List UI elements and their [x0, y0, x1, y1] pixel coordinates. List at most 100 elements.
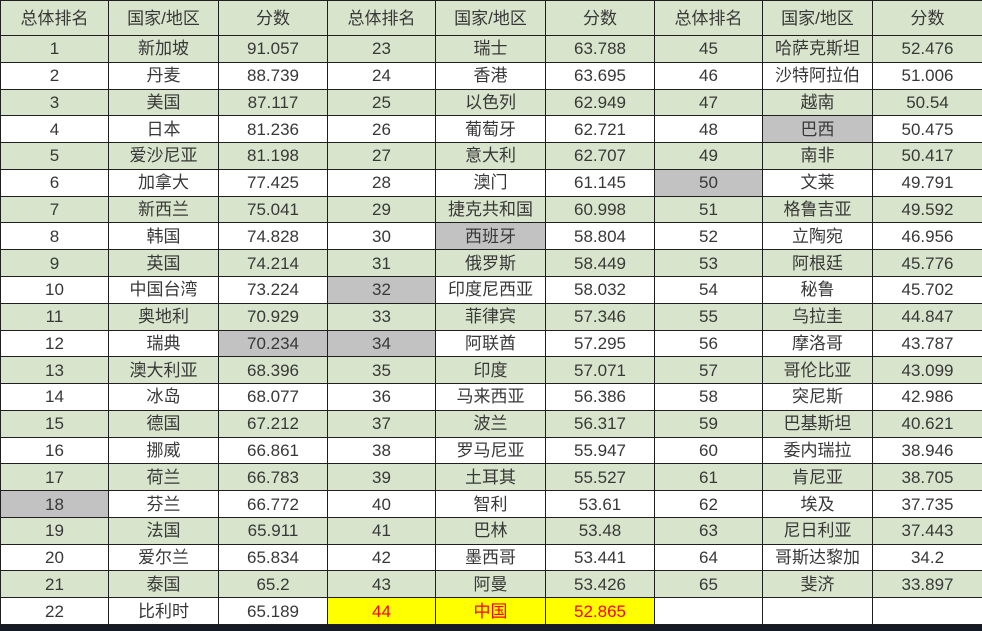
column-header[interactable]: 国家/地区 [763, 1, 873, 36]
rank-cell[interactable]: 58 [655, 384, 763, 411]
country-cell[interactable]: 土耳其 [436, 464, 546, 492]
score-cell[interactable]: 65.911 [219, 517, 328, 545]
rank-cell[interactable]: 53 [655, 250, 763, 277]
country-cell[interactable]: 意大利 [436, 143, 546, 170]
rank-cell[interactable]: 18 [1, 491, 109, 518]
score-cell[interactable]: 63.788 [546, 36, 655, 63]
country-cell[interactable]: 英国 [109, 250, 219, 277]
country-cell[interactable]: 秘鲁 [763, 276, 873, 304]
rank-cell[interactable]: 34 [328, 330, 436, 358]
rank-cell[interactable]: 40 [328, 491, 436, 518]
country-cell[interactable]: 新加坡 [109, 36, 219, 63]
score-cell[interactable]: 46.956 [873, 223, 982, 251]
country-cell[interactable]: 德国 [109, 410, 219, 438]
score-cell[interactable]: 62.707 [546, 143, 655, 170]
score-cell[interactable]: 62.721 [546, 116, 655, 144]
rank-cell[interactable]: 56 [655, 330, 763, 358]
rank-cell[interactable]: 19 [1, 517, 109, 545]
rank-cell[interactable]: 9 [1, 250, 109, 277]
score-cell[interactable]: 74.828 [219, 223, 328, 251]
rank-cell[interactable]: 3 [1, 89, 109, 117]
score-cell[interactable]: 57.071 [546, 357, 655, 385]
country-cell[interactable]: 以色列 [436, 89, 546, 117]
country-cell[interactable]: 马来西亚 [436, 384, 546, 411]
score-cell[interactable]: 33.897 [873, 571, 982, 599]
rank-cell[interactable]: 12 [1, 330, 109, 358]
score-cell[interactable]: 65.2 [219, 571, 328, 599]
country-cell[interactable]: 格鲁吉亚 [763, 196, 873, 224]
score-cell[interactable]: 61.145 [546, 169, 655, 197]
country-cell[interactable] [763, 598, 873, 625]
column-header[interactable]: 国家/地区 [436, 1, 546, 36]
score-cell[interactable]: 74.214 [219, 250, 328, 277]
rank-cell[interactable]: 4 [1, 116, 109, 144]
country-cell[interactable]: 巴西 [763, 116, 873, 144]
score-cell[interactable]: 58.032 [546, 276, 655, 304]
rank-cell[interactable]: 47 [655, 89, 763, 117]
score-cell[interactable]: 40.621 [873, 410, 982, 438]
country-cell[interactable]: 沙特阿拉伯 [763, 62, 873, 90]
score-cell[interactable]: 75.041 [219, 196, 328, 224]
score-cell[interactable]: 81.198 [219, 143, 328, 170]
rank-cell[interactable]: 38 [328, 437, 436, 465]
country-cell[interactable]: 哈萨克斯坦 [763, 36, 873, 63]
rank-cell[interactable]: 16 [1, 437, 109, 465]
country-cell[interactable]: 中国台湾 [109, 276, 219, 304]
rank-cell[interactable]: 55 [655, 303, 763, 331]
country-cell[interactable]: 越南 [763, 89, 873, 117]
score-cell[interactable]: 43.099 [873, 357, 982, 385]
country-cell[interactable]: 日本 [109, 116, 219, 144]
rank-cell[interactable]: 41 [328, 517, 436, 545]
rank-cell[interactable]: 17 [1, 464, 109, 492]
country-cell[interactable]: 摩洛哥 [763, 330, 873, 358]
rank-cell[interactable]: 43 [328, 571, 436, 599]
country-cell[interactable]: 澳门 [436, 169, 546, 197]
score-cell[interactable]: 66.772 [219, 491, 328, 518]
rank-cell[interactable]: 42 [328, 544, 436, 572]
country-cell[interactable]: 香港 [436, 62, 546, 90]
rank-cell[interactable]: 23 [328, 36, 436, 63]
country-cell[interactable]: 菲律宾 [436, 303, 546, 331]
country-cell[interactable]: 爱沙尼亚 [109, 143, 219, 170]
rank-cell[interactable]: 45 [655, 36, 763, 63]
rank-cell[interactable]: 48 [655, 116, 763, 144]
score-cell[interactable]: 53.48 [546, 517, 655, 545]
country-cell[interactable]: 泰国 [109, 571, 219, 599]
country-cell[interactable]: 冰岛 [109, 384, 219, 411]
rank-cell[interactable]: 44 [328, 598, 436, 625]
country-cell[interactable]: 比利时 [109, 598, 219, 625]
score-cell[interactable]: 38.946 [873, 437, 982, 465]
country-cell[interactable]: 巴基斯坦 [763, 410, 873, 438]
rank-cell[interactable]: 63 [655, 517, 763, 545]
country-cell[interactable]: 智利 [436, 491, 546, 518]
score-cell[interactable]: 57.346 [546, 303, 655, 331]
score-cell[interactable]: 62.949 [546, 89, 655, 117]
rank-cell[interactable]: 2 [1, 62, 109, 90]
rank-cell[interactable]: 50 [655, 169, 763, 197]
score-cell[interactable]: 52.476 [873, 36, 982, 63]
rank-cell[interactable]: 37 [328, 410, 436, 438]
country-cell[interactable]: 韩国 [109, 223, 219, 251]
score-cell[interactable]: 49.592 [873, 196, 982, 224]
rank-cell[interactable]: 52 [655, 223, 763, 251]
score-cell[interactable]: 53.61 [546, 491, 655, 518]
rank-cell[interactable]: 64 [655, 544, 763, 572]
country-cell[interactable]: 澳大利亚 [109, 357, 219, 385]
score-cell[interactable]: 45.702 [873, 276, 982, 304]
rank-cell[interactable]: 24 [328, 62, 436, 90]
country-cell[interactable]: 哥伦比亚 [763, 357, 873, 385]
score-cell[interactable]: 66.783 [219, 464, 328, 492]
country-cell[interactable]: 斐济 [763, 571, 873, 599]
column-header[interactable]: 分数 [546, 1, 655, 36]
rank-cell[interactable]: 61 [655, 464, 763, 492]
rank-cell[interactable]: 65 [655, 571, 763, 599]
column-header[interactable]: 分数 [873, 1, 982, 36]
country-cell[interactable]: 南非 [763, 143, 873, 170]
score-cell[interactable]: 38.705 [873, 464, 982, 492]
country-cell[interactable]: 荷兰 [109, 464, 219, 492]
score-cell[interactable]: 51.006 [873, 62, 982, 90]
score-cell[interactable]: 68.396 [219, 357, 328, 385]
country-cell[interactable]: 肯尼亚 [763, 464, 873, 492]
score-cell[interactable]: 52.865 [546, 598, 655, 625]
country-cell[interactable]: 巴林 [436, 517, 546, 545]
